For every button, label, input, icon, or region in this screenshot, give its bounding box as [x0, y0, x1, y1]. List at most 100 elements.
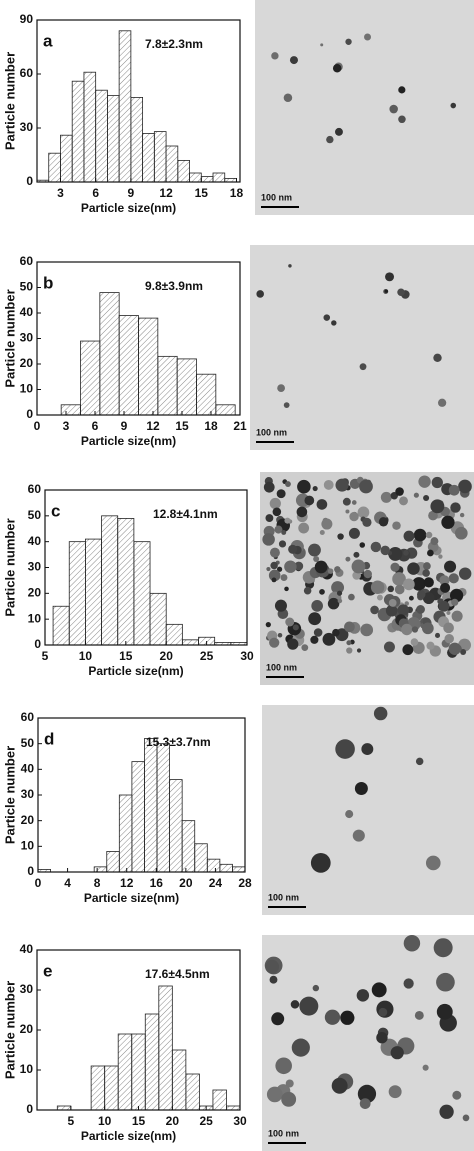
x-tick-label: 3	[57, 186, 64, 200]
particle	[437, 398, 447, 407]
particle	[323, 314, 331, 321]
bar	[144, 738, 158, 873]
particle	[438, 554, 443, 559]
bar	[177, 159, 190, 183]
particle	[320, 43, 324, 47]
particle	[313, 628, 323, 637]
x-tick-label: 16	[150, 876, 164, 890]
particle	[389, 104, 398, 114]
y-tick-label: 30	[21, 787, 35, 801]
y-axis-label: Particle number	[2, 52, 17, 150]
particle	[438, 600, 450, 612]
x-tick-label: 18	[230, 186, 244, 200]
particle	[321, 518, 333, 530]
particle	[335, 127, 343, 136]
x-tick-label: 15	[175, 419, 189, 433]
x-tick-label: 6	[92, 186, 99, 200]
particle	[449, 588, 464, 603]
particle	[407, 562, 420, 575]
particle	[430, 499, 445, 514]
particle	[361, 743, 374, 756]
particle	[455, 526, 468, 540]
bar	[200, 176, 214, 183]
particle	[331, 581, 345, 594]
particle	[337, 598, 343, 604]
particle	[269, 547, 280, 558]
particle	[284, 517, 291, 524]
bar	[232, 866, 246, 873]
particle	[439, 575, 450, 586]
particle	[418, 475, 431, 488]
bar	[212, 1089, 227, 1111]
x-tick-label: 18	[204, 419, 218, 433]
particle	[266, 1086, 283, 1103]
particle	[403, 935, 421, 952]
tem-image: 100 nm	[250, 245, 474, 450]
particle	[430, 537, 439, 546]
particle	[359, 1098, 371, 1109]
particle	[460, 648, 467, 655]
particle	[292, 624, 299, 631]
particle	[310, 852, 331, 873]
y-tick-label: 30	[28, 560, 42, 574]
particle	[378, 517, 389, 527]
x-tick-label: 24	[209, 876, 223, 890]
particle	[281, 530, 287, 535]
particle	[398, 115, 406, 124]
y-tick-label: 40	[21, 762, 35, 776]
scale-bar-label: 100 nm	[261, 192, 292, 202]
particle	[415, 757, 424, 766]
particle	[349, 511, 359, 522]
y-tick-label: 60	[20, 254, 34, 268]
particle	[446, 610, 451, 615]
bar	[118, 315, 139, 416]
particle	[345, 509, 350, 514]
particle	[269, 975, 278, 984]
particle	[443, 622, 454, 634]
particle	[362, 517, 372, 527]
image-background	[250, 245, 474, 450]
x-tick-label: 20	[179, 876, 193, 890]
particle	[269, 637, 280, 648]
x-tick-label: 21	[233, 419, 247, 433]
particle	[426, 641, 435, 650]
particle	[335, 478, 349, 492]
particle	[284, 560, 297, 573]
particle	[422, 592, 435, 605]
particle	[283, 93, 293, 103]
y-tick-label: 40	[28, 534, 42, 548]
particle	[380, 491, 392, 503]
particle	[324, 1009, 341, 1025]
particle	[398, 86, 406, 94]
particle	[268, 569, 281, 582]
panel-label: a	[43, 31, 53, 50]
particle	[352, 829, 365, 842]
particle	[414, 1010, 424, 1020]
tem-image: 100 nm	[262, 935, 474, 1151]
particle	[285, 481, 291, 487]
particle	[319, 529, 325, 535]
particle	[387, 585, 395, 593]
bar	[165, 145, 179, 183]
particle	[354, 782, 368, 795]
particle	[370, 605, 379, 615]
particle	[288, 544, 298, 554]
annotation: 9.8±3.9nm	[145, 279, 203, 293]
y-tick-label: 60	[21, 710, 35, 724]
y-tick-label: 10	[28, 611, 42, 625]
panel-label: d	[44, 729, 54, 748]
bar	[90, 1065, 106, 1111]
particle	[299, 996, 319, 1016]
particle	[373, 706, 388, 721]
particle	[285, 617, 295, 627]
x-tick-label: 0	[35, 876, 42, 890]
particle	[380, 545, 390, 556]
y-tick-label: 20	[20, 1022, 34, 1036]
scale-bar-label: 100 nm	[266, 662, 297, 672]
particle	[397, 288, 405, 297]
x-axis-label: Particle size(nm)	[81, 434, 176, 448]
particle	[413, 492, 419, 498]
bar	[133, 541, 151, 646]
bar	[169, 779, 183, 873]
x-tick-label: 15	[119, 649, 133, 663]
